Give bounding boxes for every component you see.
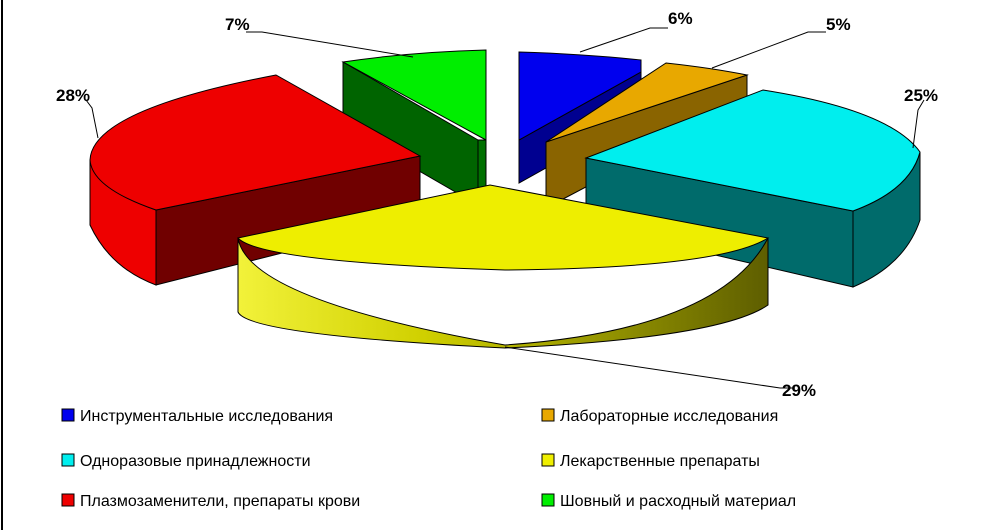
leader-line-orange	[711, 31, 826, 69]
legend-item-disposable: Одноразовые принадлежности	[61, 453, 311, 470]
leader-line-blue	[579, 27, 668, 53]
legend-label: Шовный и расходный материал	[560, 493, 796, 510]
legend-swatch-blue	[61, 408, 75, 422]
pie-slice-yellow	[237, 184, 770, 349]
legend-item-drugs: Лекарственные препараты	[541, 453, 760, 470]
legend-label: Инструментальные исследования	[80, 408, 333, 425]
legend-label: Лекарственные препараты	[560, 453, 760, 470]
leader-line-red	[85, 99, 99, 139]
label-green: 7%	[225, 15, 250, 34]
legend: Инструментальные исследования Лабораторн…	[61, 408, 796, 510]
legend-swatch-yellow	[541, 453, 555, 467]
label-yellow: 29%	[782, 381, 816, 400]
legend-label: Одноразовые принадлежности	[80, 453, 311, 470]
leader-line-yellow	[504, 346, 795, 389]
legend-label: Плазмозаменители, препараты крови	[80, 493, 360, 510]
leader-line-green	[246, 31, 414, 58]
legend-item-instrumental: Инструментальные исследования	[61, 408, 333, 425]
legend-swatch-green	[541, 493, 555, 507]
legend-item-plasma: Плазмозаменители, препараты крови	[61, 493, 360, 510]
label-orange: 5%	[826, 15, 851, 34]
legend-item-suture: Шовный и расходный материал	[541, 493, 796, 510]
legend-swatch-orange	[541, 408, 555, 422]
pie-slice-red	[89, 74, 422, 286]
pie-slice-cyan	[584, 89, 921, 288]
leader-line-cyan	[912, 99, 925, 149]
legend-swatch-cyan	[61, 453, 75, 467]
label-red: 28%	[56, 86, 90, 105]
leader-lines	[85, 27, 925, 389]
legend-label: Лабораторные исследования	[560, 408, 778, 425]
label-cyan: 25%	[904, 86, 938, 105]
label-blue: 6%	[668, 9, 693, 28]
legend-item-laboratory: Лабораторные исследования	[541, 408, 778, 425]
legend-swatch-red	[61, 493, 75, 507]
